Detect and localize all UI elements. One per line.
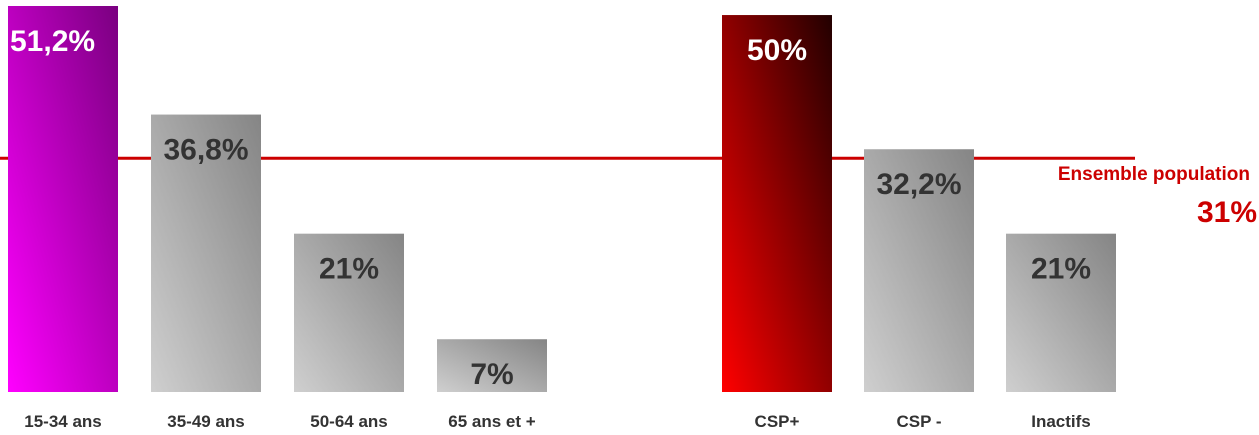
labels-layer: 51,2% 15-34 ans 36,8% 35-49 ans 21% 50-64 ans…: [10, 25, 1257, 431]
category-label: 35-49 ans: [167, 412, 245, 431]
bars-layer: [8, 6, 1116, 392]
bar-value-label: 21%: [319, 253, 379, 286]
bar-value-label: 36,8%: [163, 134, 248, 167]
reference-line-label: Ensemble population: [1058, 164, 1250, 185]
category-label: CSP+: [755, 412, 800, 431]
bar-csp: [722, 15, 832, 392]
bar-65-ans-et: [437, 339, 547, 392]
bar-value-label: 21%: [1031, 253, 1091, 286]
category-label: 15-34 ans: [24, 412, 102, 431]
bar-value-label: 50%: [747, 34, 807, 67]
bar-50-64-ans: [294, 233, 404, 392]
category-label: CSP -: [896, 412, 941, 431]
bar-15-34-ans: [8, 6, 118, 392]
category-label: Inactifs: [1031, 412, 1091, 431]
bar-value-label: 32,2%: [876, 168, 961, 201]
category-label: 50-64 ans: [310, 412, 388, 431]
reference-line-value: 31%: [1197, 196, 1257, 229]
bar-inactifs: [1006, 233, 1116, 392]
bar-35-49-ans: [151, 114, 261, 392]
category-label: 65 ans et +: [448, 412, 535, 431]
bar-value-label: 7%: [470, 358, 513, 391]
bar-csp: [864, 149, 974, 392]
bar-value-label: 51,2%: [10, 25, 95, 58]
